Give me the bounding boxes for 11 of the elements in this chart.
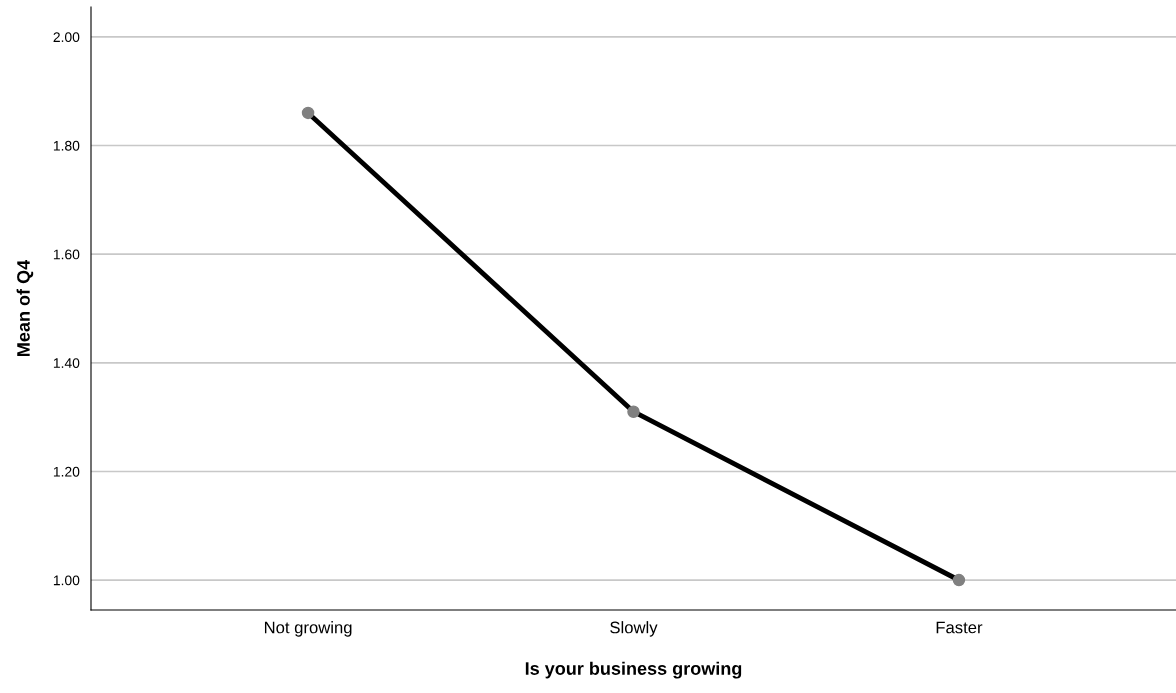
x-tick-label: Faster [936, 621, 983, 634]
y-tick-label: 2.00 [53, 32, 80, 43]
x-axis-title: Is your business growing [525, 661, 742, 679]
y-axis-title: Mean of Q4 [16, 259, 34, 356]
y-tick-label: 1.40 [53, 358, 80, 368]
x-tick-label: Not growing [264, 621, 352, 637]
y-tick-label: 1.00 [53, 575, 80, 586]
y-tick-label: 1.80 [53, 140, 80, 151]
x-tick-label: Slowly [610, 621, 658, 637]
y-tick-label: 1.60 [53, 249, 80, 260]
y-tick-label: 1.20 [53, 466, 80, 477]
